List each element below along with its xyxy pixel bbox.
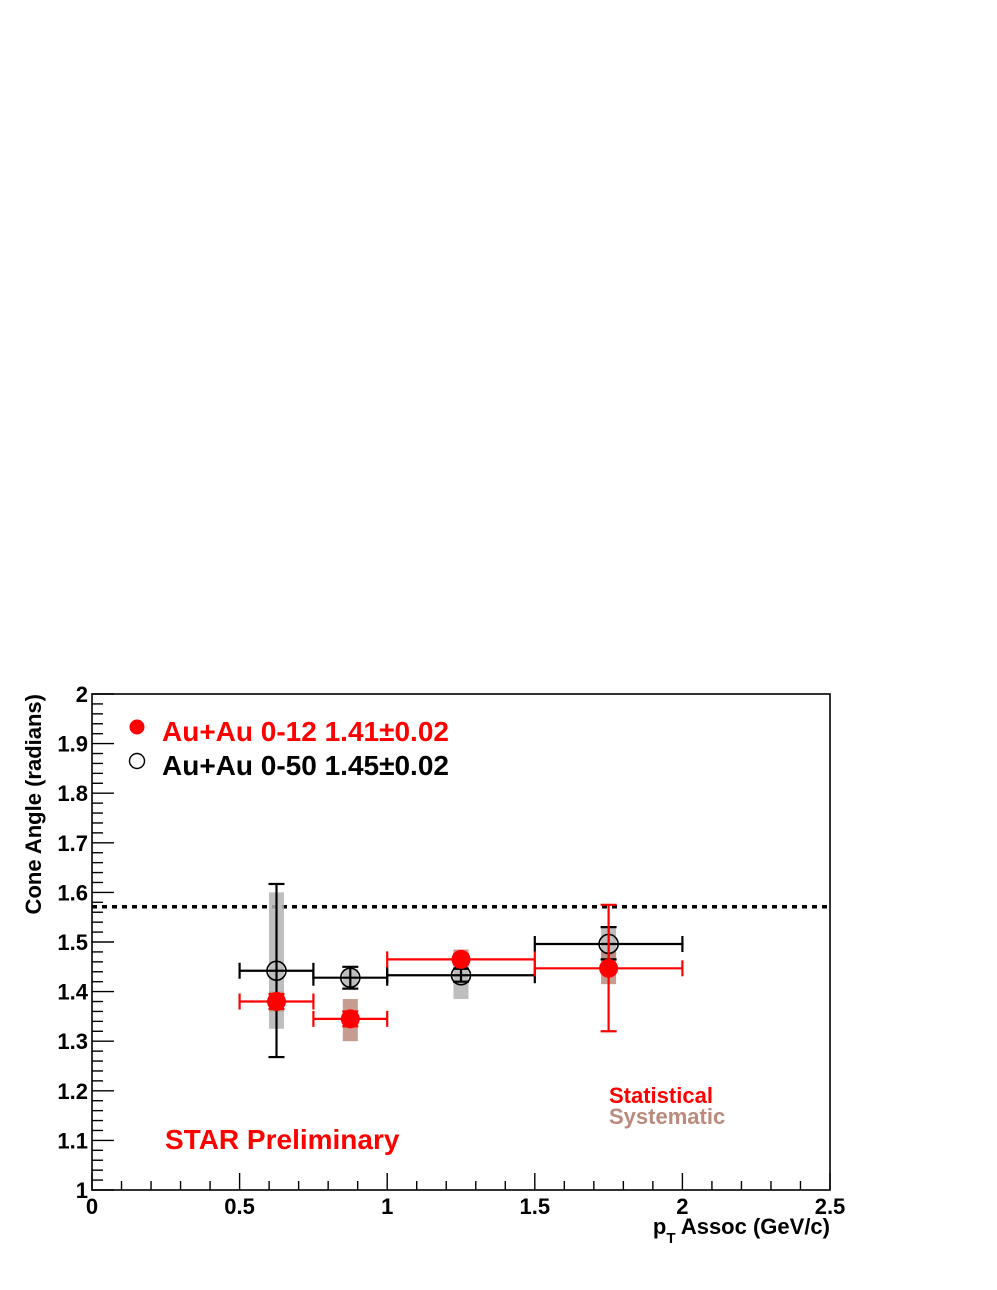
y-tick-label: 1.7 bbox=[57, 831, 88, 856]
y-tick-label: 1.3 bbox=[57, 1029, 88, 1054]
legend-marker-filled bbox=[129, 719, 145, 735]
legend-marker-open bbox=[128, 752, 146, 770]
data-point-filled bbox=[599, 958, 619, 978]
x-tick-label: 2.5 bbox=[815, 1194, 846, 1219]
y-tick-label: 1.5 bbox=[57, 930, 88, 955]
data-point-open bbox=[339, 967, 361, 989]
x-tick-label: 1.5 bbox=[520, 1194, 551, 1219]
data-point-filled bbox=[267, 992, 286, 1012]
data-marks bbox=[238, 882, 684, 1059]
legend-entry-series-2: Au+Au 0-50 1.45±0.02 bbox=[162, 750, 449, 781]
y-tick-label: 1.6 bbox=[57, 880, 88, 905]
x-tick-label: 1 bbox=[381, 1194, 393, 1219]
x-tick-label: 0 bbox=[86, 1194, 98, 1219]
data-point-open bbox=[266, 960, 287, 982]
y-tick-label: 1.2 bbox=[57, 1079, 88, 1104]
x-tick-label: 0.5 bbox=[224, 1194, 255, 1219]
data-point-filled bbox=[451, 949, 471, 969]
y-tick-label: 1.9 bbox=[57, 732, 88, 757]
data-point-filled bbox=[340, 1009, 360, 1029]
tick-labels: 0 0.5 1 1.5 2 2.5 1 1.1 1.2 1.3 1.4 1.5 1.6 1.7 1.8 1.9… bbox=[57, 682, 845, 1219]
x-axis-label: pT Assoc (GeV/c) bbox=[653, 1214, 830, 1247]
systematic-label: Systematic bbox=[609, 1104, 725, 1129]
x-axis-label-rest: Assoc (GeV/c) bbox=[676, 1214, 830, 1239]
legend: Au+Au 0-12 1.41±0.02 Au+Au 0-50 1.45±0.0… bbox=[128, 716, 449, 781]
legend-entry-series-1: Au+Au 0-12 1.41±0.02 bbox=[162, 716, 449, 747]
y-tick-label: 1 bbox=[76, 1178, 88, 1203]
star-preliminary-label: STAR Preliminary bbox=[165, 1124, 400, 1155]
x-tick-label: 2 bbox=[676, 1194, 688, 1219]
y-axis-label: Cone Angle (radians) bbox=[21, 694, 46, 914]
axis-ticks bbox=[91, 693, 831, 1191]
y-tick-label: 1.4 bbox=[57, 980, 88, 1005]
x-axis-label-subscript: T bbox=[666, 1230, 675, 1247]
statistical-label: Statistical bbox=[609, 1083, 713, 1108]
y-tick-label: 1.8 bbox=[57, 781, 88, 806]
y-tick-label: 2 bbox=[76, 682, 88, 707]
x-axis-label-p: p bbox=[653, 1214, 666, 1239]
y-tick-label: 1.1 bbox=[57, 1128, 88, 1153]
